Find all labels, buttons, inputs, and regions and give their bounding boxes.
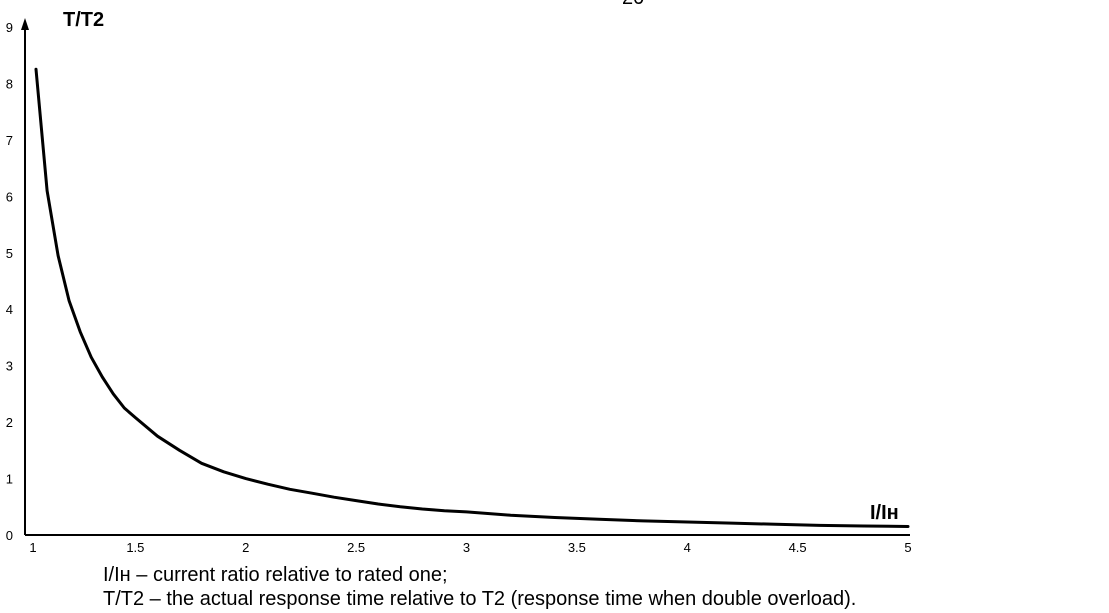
x-tick-label: 2.5 bbox=[347, 540, 365, 555]
y-tick-label: 5 bbox=[6, 246, 13, 261]
y-tick-label: 9 bbox=[6, 20, 13, 35]
x-tick-label: 1.5 bbox=[126, 540, 144, 555]
caption-x-definition: I/Iн – current ratio relative to rated o… bbox=[103, 564, 448, 586]
x-axis-label: I/Iн bbox=[870, 502, 899, 524]
y-tick-label: 4 bbox=[6, 302, 13, 317]
y-tick-label: 8 bbox=[6, 76, 13, 91]
x-tick-label: 5 bbox=[904, 540, 911, 555]
x-tick-label: 2 bbox=[242, 540, 249, 555]
y-axis-arrowhead bbox=[21, 18, 29, 30]
tick-labels: 0 1 2 3 4 5 6 7 8 9 1 1.5 2 2.5 3 3.5 4 4.5 5 bbox=[6, 20, 912, 555]
y-tick-label: 2 bbox=[6, 415, 13, 430]
x-tick-label: 4.5 bbox=[789, 540, 807, 555]
y-tick-label: 0 bbox=[6, 528, 13, 543]
chart-axes bbox=[21, 18, 910, 536]
caption-y-definition: T/T2 – the actual response time relative… bbox=[103, 588, 857, 610]
x-tick-label: 1 bbox=[29, 540, 36, 555]
response-time-chart: 0 1 2 3 4 5 6 7 8 9 1 1.5 2 2.5 3 3.5 4 4.5 5 T/T2 I/Iн bbox=[6, 9, 912, 555]
y-tick-label: 3 bbox=[6, 359, 13, 374]
x-tick-label: 4 bbox=[684, 540, 691, 555]
y-tick-label: 6 bbox=[6, 189, 13, 204]
y-axis-label: T/T2 bbox=[63, 9, 104, 31]
response-time-curve bbox=[34, 67, 910, 528]
y-tick-label: 1 bbox=[6, 472, 13, 487]
x-tick-label: 3.5 bbox=[568, 540, 586, 555]
page-number: 20 bbox=[622, 0, 644, 10]
y-tick-label: 7 bbox=[6, 133, 13, 148]
x-tick-label: 3 bbox=[463, 540, 470, 555]
